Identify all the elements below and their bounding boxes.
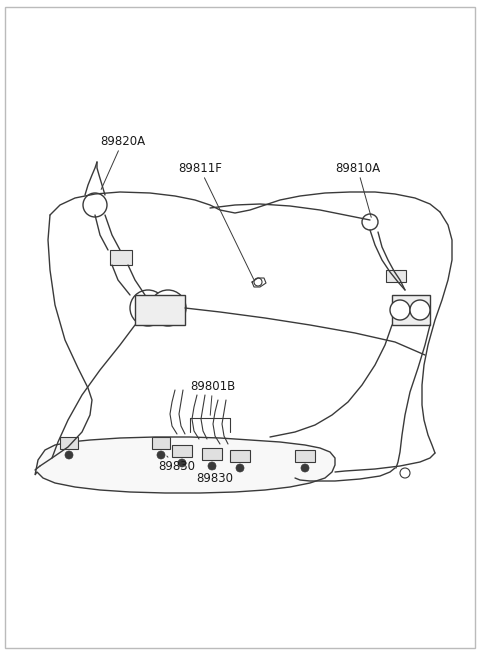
Ellipse shape <box>362 214 378 230</box>
Text: 89811F: 89811F <box>178 162 254 280</box>
Bar <box>202 448 222 460</box>
Ellipse shape <box>157 451 165 459</box>
Ellipse shape <box>254 278 262 286</box>
Ellipse shape <box>410 300 430 320</box>
Ellipse shape <box>65 451 73 459</box>
Polygon shape <box>35 437 335 493</box>
Text: 89830: 89830 <box>196 467 233 485</box>
Bar <box>230 450 250 462</box>
Ellipse shape <box>150 290 186 326</box>
Ellipse shape <box>400 468 410 478</box>
Ellipse shape <box>236 464 244 472</box>
Text: 89820A: 89820A <box>100 135 145 189</box>
Bar <box>60 437 78 449</box>
Bar <box>135 295 185 325</box>
Ellipse shape <box>130 290 166 326</box>
Bar <box>152 437 170 449</box>
Ellipse shape <box>301 464 309 472</box>
Text: 89810A: 89810A <box>335 162 380 217</box>
Text: 89801B: 89801B <box>190 380 235 415</box>
Ellipse shape <box>83 193 107 217</box>
Bar <box>392 295 430 325</box>
Bar <box>110 250 132 265</box>
Bar <box>172 445 192 457</box>
Bar <box>386 270 406 282</box>
Text: 89830: 89830 <box>158 456 195 473</box>
Ellipse shape <box>390 300 410 320</box>
Ellipse shape <box>208 462 216 470</box>
Ellipse shape <box>178 459 186 467</box>
Bar <box>295 450 315 462</box>
